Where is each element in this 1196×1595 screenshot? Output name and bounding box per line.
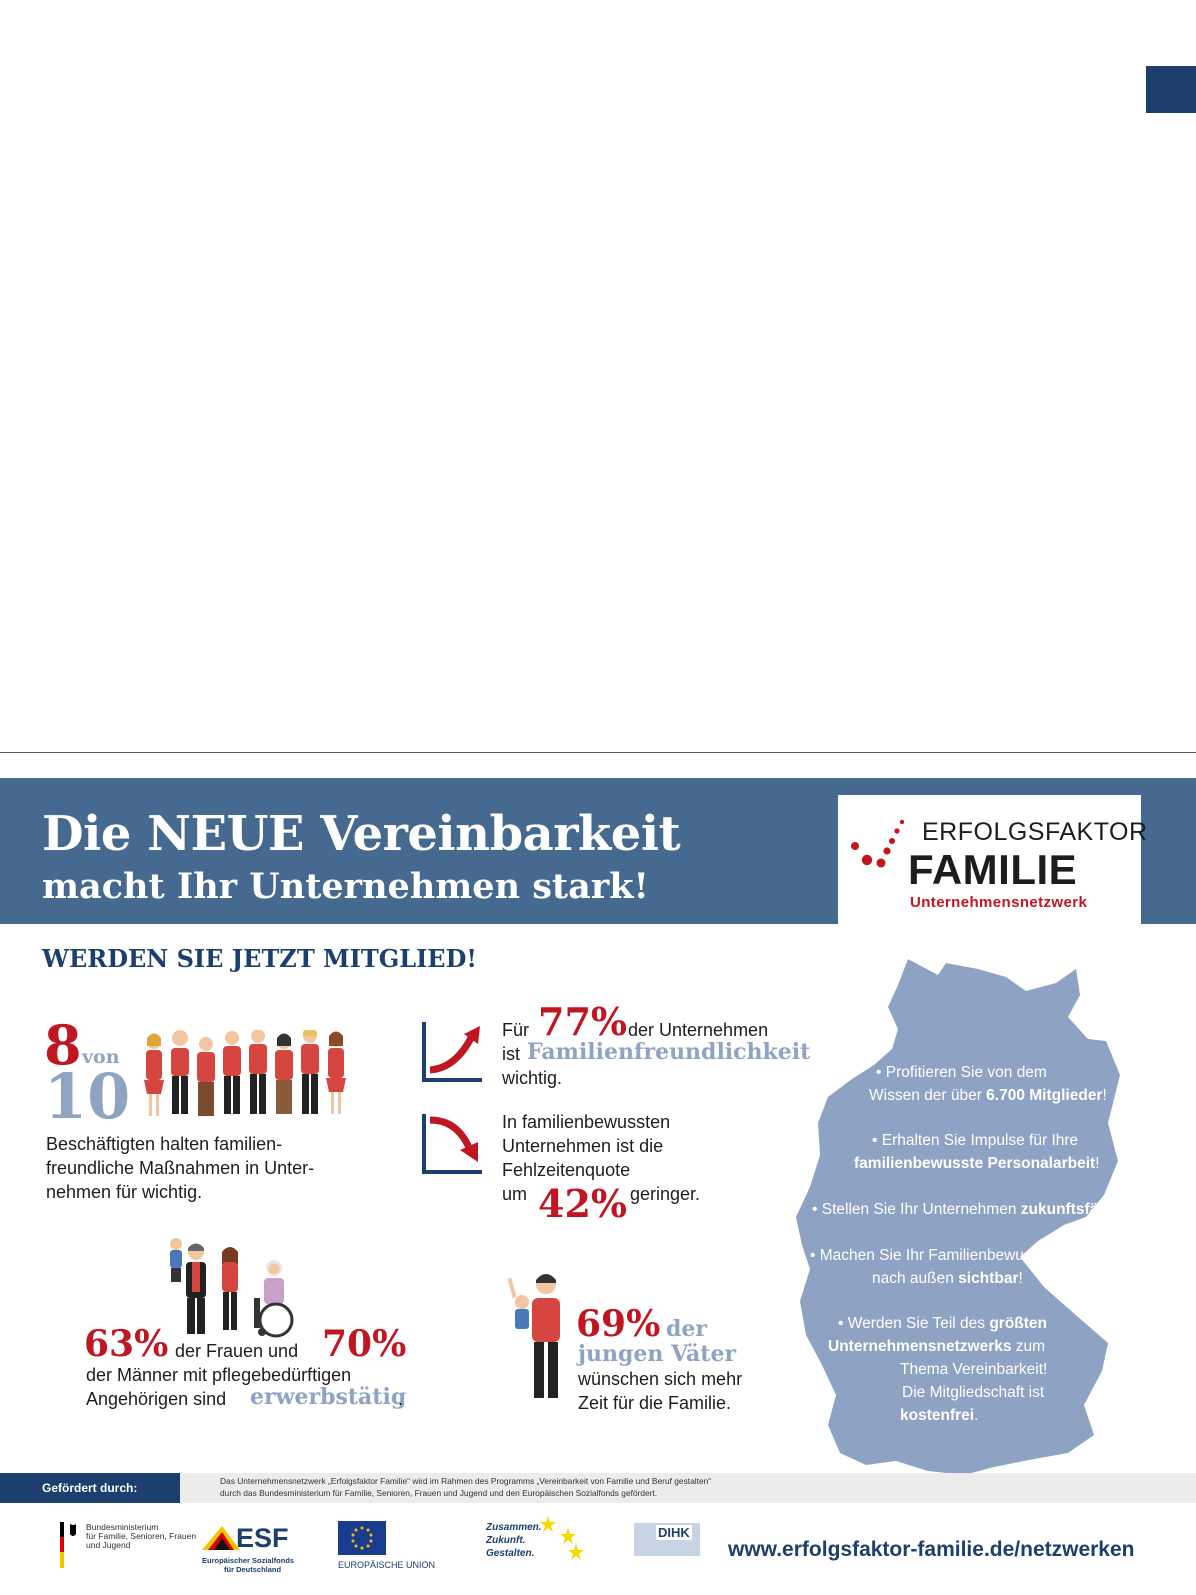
stat4-line3: Angehörigen sind [86, 1389, 227, 1409]
stat3-line1: In familienbewussten [502, 1112, 671, 1132]
divider-line [0, 752, 1196, 753]
stat-42-percent: 42% [538, 1181, 627, 1226]
banner-title: Die NEUE Vereinbarkeit [42, 806, 681, 862]
stat3-line2: Unternehmen ist die [502, 1136, 664, 1156]
stat3-end: geringer. [630, 1184, 701, 1204]
stat2-prefix: Für [502, 1020, 529, 1040]
bmfsfj-line-2: für Familie, Senioren, Frauen [86, 1531, 197, 1541]
father-with-child-icon [507, 1274, 560, 1398]
map-bullet-2b: familienbewusste Personalarbeit! [854, 1155, 1100, 1172]
zz-line-2: Zukunft. [486, 1535, 526, 1546]
eu-flag-icon [338, 1521, 386, 1555]
stat-77-percent: 77% [538, 999, 627, 1044]
map-bullet-5c: Thema Vereinbarkeit! [900, 1361, 1048, 1378]
stat4-line2: der Männer mit pflegebedürftigen [86, 1365, 352, 1385]
stat2-mid: der Unternehmen [628, 1020, 769, 1040]
germany-map-icon [796, 959, 1120, 1475]
stat5-der: der [666, 1316, 707, 1342]
map-bullet-4a: • Machen Sie Ihr Familienbewusstsein [810, 1247, 1073, 1264]
stat3-line3: Fehlzeitenquote [502, 1160, 631, 1180]
map-bullet-5a: • Werden Sie Teil des größten [838, 1315, 1048, 1332]
zz-line-3: Gestalten. [486, 1548, 535, 1559]
map-bullet-5b: Unternehmensnetzwerks zum [828, 1338, 1046, 1355]
stars-icon [540, 1516, 584, 1560]
caregiver-family-icon [170, 1238, 294, 1338]
bmfsfj-line-1: Bundesministerium [86, 1522, 159, 1532]
map-bullet-4b: nach außen sichtbar! [872, 1270, 1023, 1287]
logo-line-2: FAMILIE [908, 846, 1078, 893]
stat5-highlight: jungen Väter [578, 1341, 737, 1367]
stat4-mid: der Frauen und [175, 1341, 299, 1361]
esf-sub-1: Europäischer Sozialfonds [202, 1556, 295, 1565]
funded-by-label: Gefördert durch: [42, 1481, 138, 1495]
stat4-dot: . [398, 1389, 404, 1409]
stat3-um: um [502, 1184, 528, 1204]
map-bullet-3: • Stellen Sie Ihr Unternehmen zukunftsfä… [812, 1201, 1152, 1218]
bmfsfj-line-3: und Jugend [86, 1540, 131, 1550]
stat-8: 8 [44, 1013, 82, 1077]
logo-line-3: Unternehmensnetzwerk [910, 894, 1088, 911]
stat2-ist: ist [502, 1044, 520, 1064]
zz-line-1: Zusammen. [486, 1522, 542, 1533]
stat-69-percent: 69% [576, 1303, 661, 1345]
join-heading: WERDEN SIE JETZT MITGLIED! [42, 944, 477, 973]
map-bullet-2a: • Erhalten Sie Impulse für Ihre [872, 1132, 1079, 1149]
people-group-icon [144, 1030, 346, 1116]
website-link[interactable]: www.erfolgsfaktor-familie.de/netzwerken [728, 1538, 1135, 1561]
logo-line-1: ERFOLGSFAKTOR [922, 818, 1148, 846]
esf-logo-text: ESF [236, 1523, 289, 1553]
stat5-line4: Zeit für die Familie. [578, 1393, 732, 1413]
footer-label-box [0, 1473, 180, 1503]
eu-logo-text: EUROPÄISCHE UNION [338, 1560, 436, 1570]
stat-63-percent: 63% [84, 1323, 169, 1365]
esf-sub-2: für Deutschland [224, 1565, 282, 1574]
map-bullet-1b: Wissen der über 6.700 Mitglieder! [869, 1087, 1107, 1104]
map-bullet-5e: kostenfrei. [900, 1407, 979, 1424]
stat-70-percent: 70% [322, 1323, 407, 1365]
erfolgsfaktor-logo-icon [851, 819, 905, 868]
map-bullet-5d: Die Mitgliedschaft ist [902, 1384, 1045, 1401]
banner-subtitle: macht Ihr Unternehmen stark! [42, 866, 649, 907]
map-bullet-1a: • Profitieren Sie von dem [876, 1064, 1047, 1081]
stat-10: 10 [44, 1060, 131, 1133]
corner-tab [1146, 66, 1196, 113]
dihk-logo-text: DIHK [656, 1525, 692, 1540]
stat1-text: Beschäftigten halten familien-freundlich… [46, 1134, 315, 1202]
esf-logo-icon [202, 1526, 240, 1550]
stat2-end: wichtig. [502, 1068, 563, 1088]
stat-von: von [82, 1046, 120, 1068]
decline-chart-icon [422, 1114, 482, 1174]
growth-chart-icon [422, 1022, 482, 1082]
stat2-highlight: Familienfreundlichkeit [527, 1039, 811, 1065]
federal-eagle-icon [60, 1522, 76, 1568]
stat5-line3: wünschen sich mehr [578, 1369, 743, 1389]
footer-note-1: Das Unternehmensnetzwerk „Erfolgsfaktor … [220, 1476, 712, 1486]
footer-note-2: durch das Bundesministerium für Familie,… [220, 1488, 658, 1498]
logo-panel [838, 795, 1141, 925]
footer-bar [0, 1473, 1196, 1503]
stat4-highlight: erwerbstätig [250, 1384, 407, 1410]
